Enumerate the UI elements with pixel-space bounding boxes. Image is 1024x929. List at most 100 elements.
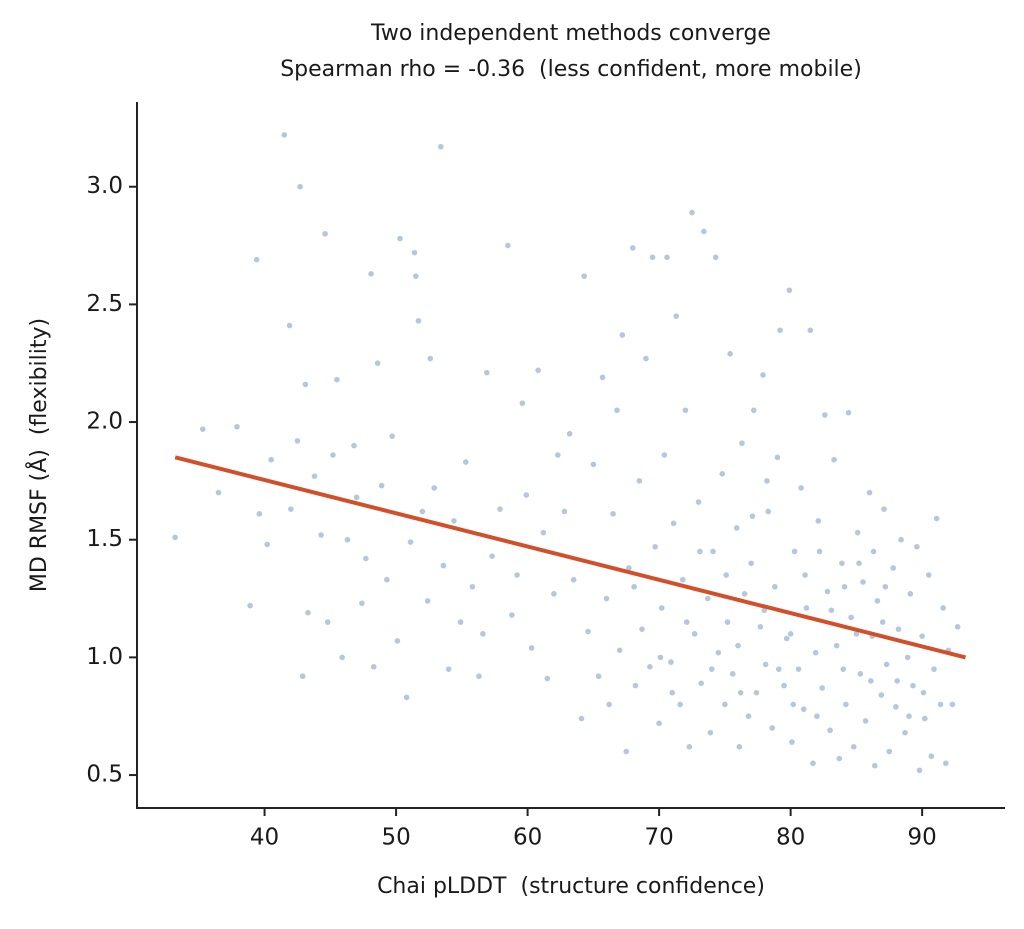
point bbox=[819, 685, 825, 691]
point bbox=[566, 431, 573, 437]
point bbox=[698, 680, 704, 687]
point bbox=[497, 506, 503, 512]
point bbox=[814, 713, 820, 720]
point bbox=[669, 689, 676, 696]
point bbox=[739, 440, 745, 447]
point bbox=[647, 664, 653, 670]
point bbox=[438, 143, 444, 150]
point bbox=[407, 539, 414, 545]
point bbox=[914, 543, 920, 550]
point bbox=[907, 591, 914, 597]
point bbox=[339, 654, 345, 661]
point bbox=[727, 351, 733, 357]
point bbox=[595, 673, 602, 680]
point bbox=[509, 612, 515, 618]
point bbox=[707, 729, 714, 736]
point bbox=[928, 753, 935, 760]
point bbox=[670, 520, 677, 527]
point bbox=[843, 701, 849, 708]
point bbox=[679, 576, 686, 583]
point bbox=[403, 694, 410, 701]
point bbox=[715, 649, 722, 656]
x-tick-label: 40 bbox=[250, 825, 279, 851]
point bbox=[199, 426, 206, 432]
point bbox=[689, 209, 695, 216]
point bbox=[919, 633, 925, 640]
point bbox=[632, 682, 639, 689]
point bbox=[374, 360, 381, 367]
point bbox=[445, 666, 452, 672]
point bbox=[853, 631, 860, 637]
point bbox=[787, 631, 794, 637]
point bbox=[774, 454, 781, 461]
point bbox=[857, 671, 864, 677]
point bbox=[827, 727, 833, 734]
points bbox=[172, 132, 967, 774]
point bbox=[630, 245, 636, 251]
point bbox=[462, 459, 469, 465]
point bbox=[540, 529, 547, 536]
point bbox=[652, 543, 658, 550]
point bbox=[288, 506, 294, 512]
point bbox=[363, 555, 369, 562]
point bbox=[890, 565, 897, 571]
point bbox=[712, 254, 719, 261]
point bbox=[749, 513, 756, 519]
point bbox=[623, 748, 630, 755]
point bbox=[737, 689, 744, 696]
y-tick-label: 1.0 bbox=[86, 644, 123, 670]
point bbox=[344, 536, 351, 543]
point bbox=[649, 254, 656, 261]
point bbox=[894, 678, 900, 684]
point bbox=[215, 489, 222, 496]
point bbox=[585, 628, 591, 635]
x-tick-label: 90 bbox=[908, 825, 937, 851]
point bbox=[457, 619, 464, 625]
point bbox=[872, 762, 878, 769]
point bbox=[854, 529, 861, 536]
point bbox=[581, 273, 587, 279]
y-tick-label: 2.5 bbox=[86, 291, 123, 317]
point bbox=[523, 492, 530, 498]
point bbox=[286, 322, 293, 329]
point bbox=[789, 739, 795, 745]
point bbox=[775, 666, 782, 672]
point bbox=[673, 313, 680, 319]
point bbox=[937, 701, 944, 708]
point bbox=[729, 671, 736, 677]
point bbox=[394, 638, 401, 644]
point bbox=[874, 598, 881, 604]
point bbox=[431, 485, 438, 491]
point bbox=[860, 579, 866, 585]
point bbox=[657, 654, 664, 661]
y-tick-label: 1.5 bbox=[86, 526, 123, 552]
point bbox=[708, 666, 715, 672]
point bbox=[841, 583, 848, 590]
point bbox=[664, 254, 670, 261]
point bbox=[761, 607, 768, 614]
x-tick-label: 70 bbox=[644, 825, 673, 851]
point bbox=[862, 718, 869, 724]
point bbox=[519, 400, 526, 407]
point bbox=[368, 270, 374, 277]
point bbox=[833, 642, 840, 649]
point bbox=[881, 506, 887, 512]
point bbox=[790, 701, 797, 708]
point bbox=[760, 372, 766, 378]
point bbox=[786, 287, 793, 294]
point bbox=[878, 692, 885, 698]
x-tick-label: 60 bbox=[513, 825, 542, 851]
point bbox=[722, 701, 728, 708]
y-axis-label: MD RMSF (Å) (flexibility) bbox=[25, 318, 52, 592]
point bbox=[921, 715, 928, 722]
point bbox=[807, 327, 814, 334]
point bbox=[603, 595, 610, 602]
point bbox=[578, 715, 585, 722]
point bbox=[733, 525, 740, 531]
point bbox=[735, 642, 741, 649]
point bbox=[831, 456, 837, 463]
point bbox=[636, 478, 643, 484]
point bbox=[384, 576, 390, 583]
point bbox=[370, 664, 377, 670]
point bbox=[427, 355, 434, 362]
